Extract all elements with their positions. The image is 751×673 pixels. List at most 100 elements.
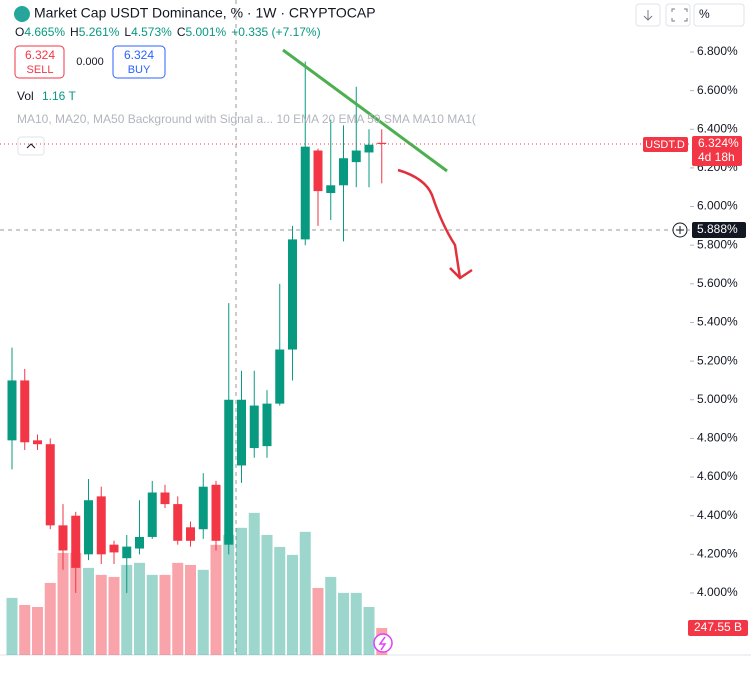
candle-body (20, 380, 30, 443)
title: Market Cap USDT Dominance, % · 1W · CRYP… (34, 5, 376, 21)
volume-bar (159, 574, 171, 655)
volume-bar (312, 587, 324, 655)
volume-tag (688, 619, 748, 636)
candle-body (339, 158, 348, 186)
candle-body (45, 444, 55, 526)
candle-body (186, 527, 195, 541)
y-tick-label: 4.600% (697, 469, 738, 483)
y-tick-label: 5.600% (697, 276, 738, 290)
y-tick-label: 6.000% (697, 199, 738, 213)
candle-body (135, 536, 144, 549)
candle-body (262, 403, 272, 447)
ohlc-change: +0.335 (+7.17%) (231, 25, 320, 39)
countdown: 4d 18h (698, 150, 735, 164)
volume-bar (19, 605, 31, 655)
buy-label: BUY (128, 64, 151, 76)
volume-bar (121, 564, 133, 655)
buy-button[interactable] (112, 45, 166, 79)
volume-bar (108, 576, 120, 655)
candle-body (224, 399, 234, 545)
volume-bar (287, 554, 298, 655)
volume-bar (248, 512, 260, 655)
candle-body (96, 496, 106, 555)
y-tick-label: 6.800% (697, 44, 738, 58)
ohlc-key: C (177, 25, 186, 39)
volume-bar (210, 544, 222, 655)
ohlc-value: 5.001% (185, 25, 226, 39)
candle-body (147, 492, 157, 537)
crosshair-tag (692, 222, 746, 238)
y-tick-label: 5.400% (697, 315, 738, 329)
volume-bar (185, 564, 196, 655)
fullscreen-button[interactable] (665, 3, 691, 27)
collapse-button[interactable] (17, 136, 45, 156)
volume-bar (57, 552, 69, 655)
fullscreen-icon (671, 8, 688, 22)
candle-body (211, 484, 221, 541)
ohlc-legend: O 4.665% H 5.261% L 4.573% C 5.001% +0.335 (+7.1… (15, 25, 321, 39)
candle-body (109, 544, 119, 553)
candle-body (377, 142, 387, 144)
ohlc-key: O (15, 25, 24, 39)
unit: % (699, 7, 710, 21)
last-price-label: 6.324% (698, 136, 739, 150)
plus-icon (676, 226, 684, 234)
candle-body (160, 492, 170, 505)
symbol-icon (14, 6, 30, 22)
volume-bar (299, 531, 311, 655)
y-tick-label: 5.800% (697, 237, 738, 251)
arrow-drawing (397, 168, 473, 280)
y-tick-label: 4.400% (697, 508, 738, 522)
volume-bar (83, 567, 94, 655)
sell-price: 6.324 (25, 48, 55, 62)
candle-body (288, 239, 297, 350)
volume-bar (338, 592, 349, 655)
candle-body (71, 515, 81, 568)
unit-button[interactable] (693, 3, 745, 27)
ohlc-value: 4.573% (131, 25, 172, 39)
volume-bar (44, 582, 56, 655)
volume-bar (363, 606, 375, 655)
volume-bar (236, 527, 247, 655)
volume-last-label: 247.55 B (694, 620, 742, 634)
candle-body (84, 500, 93, 555)
down-icon (643, 10, 653, 21)
candle-body (313, 150, 323, 192)
candle-body (300, 146, 310, 240)
volume-bar (274, 546, 286, 655)
volume-bar (197, 569, 209, 655)
volume-bar (95, 574, 107, 655)
trend-line (282, 48, 448, 173)
y-tick-label: 5.200% (697, 353, 738, 367)
y-tick-label: 6.400% (697, 121, 738, 135)
candle-body (364, 144, 374, 153)
candle-body (122, 546, 132, 559)
candle-body (33, 440, 42, 445)
volume-bar (325, 576, 337, 655)
volume-bar (146, 574, 158, 655)
sell-button[interactable] (14, 45, 65, 79)
crosshair-label: 5.888% (697, 222, 738, 236)
candle-body (198, 486, 208, 530)
indicators: MA10, MA20, MA50 Background with Signal … (17, 112, 476, 126)
price-tag (692, 135, 742, 166)
candle-body (237, 399, 246, 466)
symbol-label: USDT.D (645, 139, 685, 151)
candle-body (7, 380, 17, 441)
spread: 0.000 (76, 56, 104, 68)
lightning-icon[interactable] (373, 633, 393, 653)
candle-body (58, 525, 68, 551)
volume-bar (223, 534, 235, 655)
lightning (378, 636, 387, 651)
volume-bar (172, 562, 184, 655)
vol-label: Vol (17, 89, 34, 103)
candle-body (326, 185, 336, 194)
volume-bar (32, 606, 43, 655)
candle-body (173, 504, 183, 541)
buy-price: 6.324 (124, 48, 154, 62)
candle-body (351, 150, 361, 163)
volume-bar (70, 552, 82, 655)
volume-bar (134, 562, 145, 655)
